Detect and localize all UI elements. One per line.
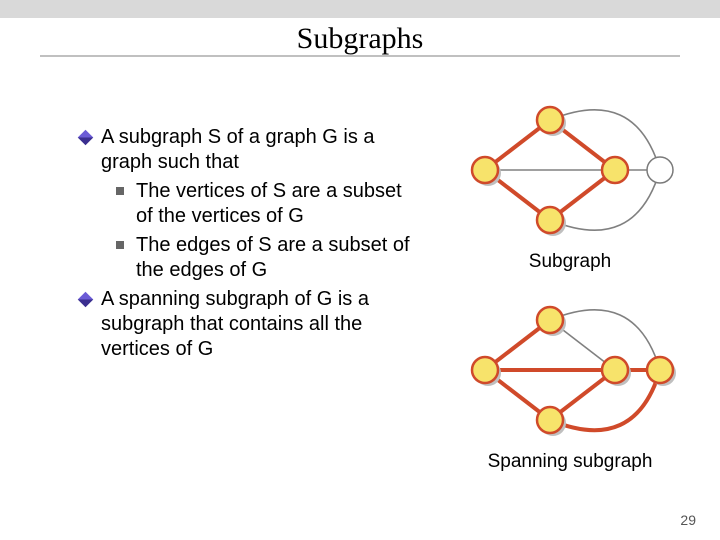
sub-bullet-text: The vertices of S are a subset of the ve… <box>136 179 410 229</box>
sub-bullet-text: The edges of S are a subset of the edges… <box>136 233 410 283</box>
page-number: 29 <box>680 512 696 528</box>
graph-label: Subgraph <box>450 251 690 273</box>
top-bar <box>0 0 720 18</box>
bullet-text: A subgraph S of a graph G is a graph suc… <box>101 125 410 175</box>
square-bullet-icon <box>116 187 124 195</box>
content-area: A subgraph S of a graph G is a graph suc… <box>80 125 410 366</box>
sub-bullet-item: The edges of S are a subset of the edges… <box>116 233 410 283</box>
bullet-text: A spanning subgraph of G is a subgraph t… <box>101 287 410 362</box>
bullet-item: A spanning subgraph of G is a subgraph t… <box>80 287 410 362</box>
diamond-bullet-icon <box>78 130 94 146</box>
slide-title: Subgraphs <box>0 22 720 56</box>
bullet-item: A subgraph S of a graph G is a graph suc… <box>80 125 410 175</box>
graph-label: Spanning subgraph <box>450 451 690 473</box>
diamond-bullet-icon <box>78 292 94 308</box>
spanning-subgraph-diagram: Spanning subgraph <box>450 300 690 473</box>
square-bullet-icon <box>116 241 124 249</box>
sub-bullet-item: The vertices of S are a subset of the ve… <box>116 179 410 229</box>
subgraph-diagram: Subgraph <box>450 100 690 273</box>
